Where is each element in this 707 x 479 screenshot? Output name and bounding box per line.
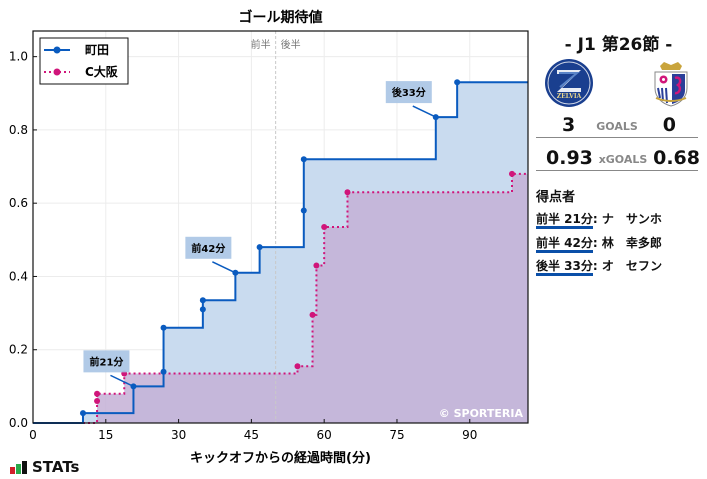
stats-brand: STATs: [10, 458, 79, 476]
watermark: © SPORTERIA: [439, 407, 524, 420]
cerezo-osaka-logo: [654, 62, 688, 107]
scorer-time: 後半 33分: [536, 259, 593, 276]
x-tick-label: 15: [98, 428, 113, 442]
away-xgoals: 0.68: [653, 147, 700, 169]
x-axis-label: キックオフからの経過時間(分): [190, 450, 371, 466]
y-tick-label: 1.0: [9, 50, 28, 64]
scorer-time: 前半 42分: [536, 236, 593, 253]
scorers-title: 得点者: [536, 190, 576, 205]
bar-chart-icon: [10, 460, 27, 474]
machida-zelvia-logo: ZELVIA: [545, 59, 593, 107]
goal-annotation: 前42分: [191, 242, 225, 255]
goals-row: 3 GOALS 0: [536, 114, 698, 138]
xgoals-label: xGOALS: [598, 153, 648, 166]
svg-text:後半: 後半: [281, 38, 301, 51]
home-xgoals: 0.93: [546, 147, 593, 169]
legend-label: 町田: [85, 43, 109, 57]
scorer-item: 前半 42分: 林 幸多郎: [536, 234, 662, 253]
scorer-name: : オ セフン: [592, 259, 663, 273]
x-tick-label: 75: [389, 428, 404, 442]
svg-text:ZELVIA: ZELVIA: [557, 93, 582, 100]
scorer-name: : 林 幸多郎: [592, 236, 662, 250]
x-tick-label: 30: [171, 428, 186, 442]
y-tick-label: 0.8: [9, 123, 28, 137]
y-tick-label: 0.2: [9, 343, 28, 357]
away-goals: 0: [662, 114, 676, 136]
x-tick-label: 90: [462, 428, 477, 442]
chart-title: ゴール期待値: [239, 9, 323, 26]
xgoals-row: 0.93 xGOALS 0.68: [536, 147, 700, 171]
scorer-name: : ナ サンホ: [592, 212, 662, 226]
legend-label: C大阪: [85, 64, 119, 79]
svg-text:前半: 前半: [251, 38, 271, 51]
goal-annotation: 前21分: [89, 355, 123, 368]
line-町田: [33, 81, 528, 424]
scorer-time: 前半 21分: [536, 212, 593, 229]
y-tick-label: 0.4: [9, 269, 28, 283]
legend: 町田 C大阪: [39, 37, 129, 85]
x-tick-label: 0: [29, 428, 37, 442]
y-tick-label: 0.0: [9, 416, 28, 430]
home-goals: 3: [562, 114, 576, 136]
scorer-item: 前半 21分: ナ サンホ: [536, 210, 662, 229]
area-1: [33, 173, 528, 423]
scorer-item: 後半 33分: オ セフン: [536, 257, 663, 276]
matchday-title: - J1 第26節 -: [564, 35, 673, 55]
goals-label: GOALS: [596, 120, 638, 133]
x-tick-label: 60: [317, 428, 332, 442]
brand-label: STATs: [32, 458, 80, 476]
x-tick-label: 45: [244, 428, 259, 442]
goal-annotation: 後33分: [392, 86, 426, 99]
y-tick-label: 0.6: [9, 196, 28, 210]
